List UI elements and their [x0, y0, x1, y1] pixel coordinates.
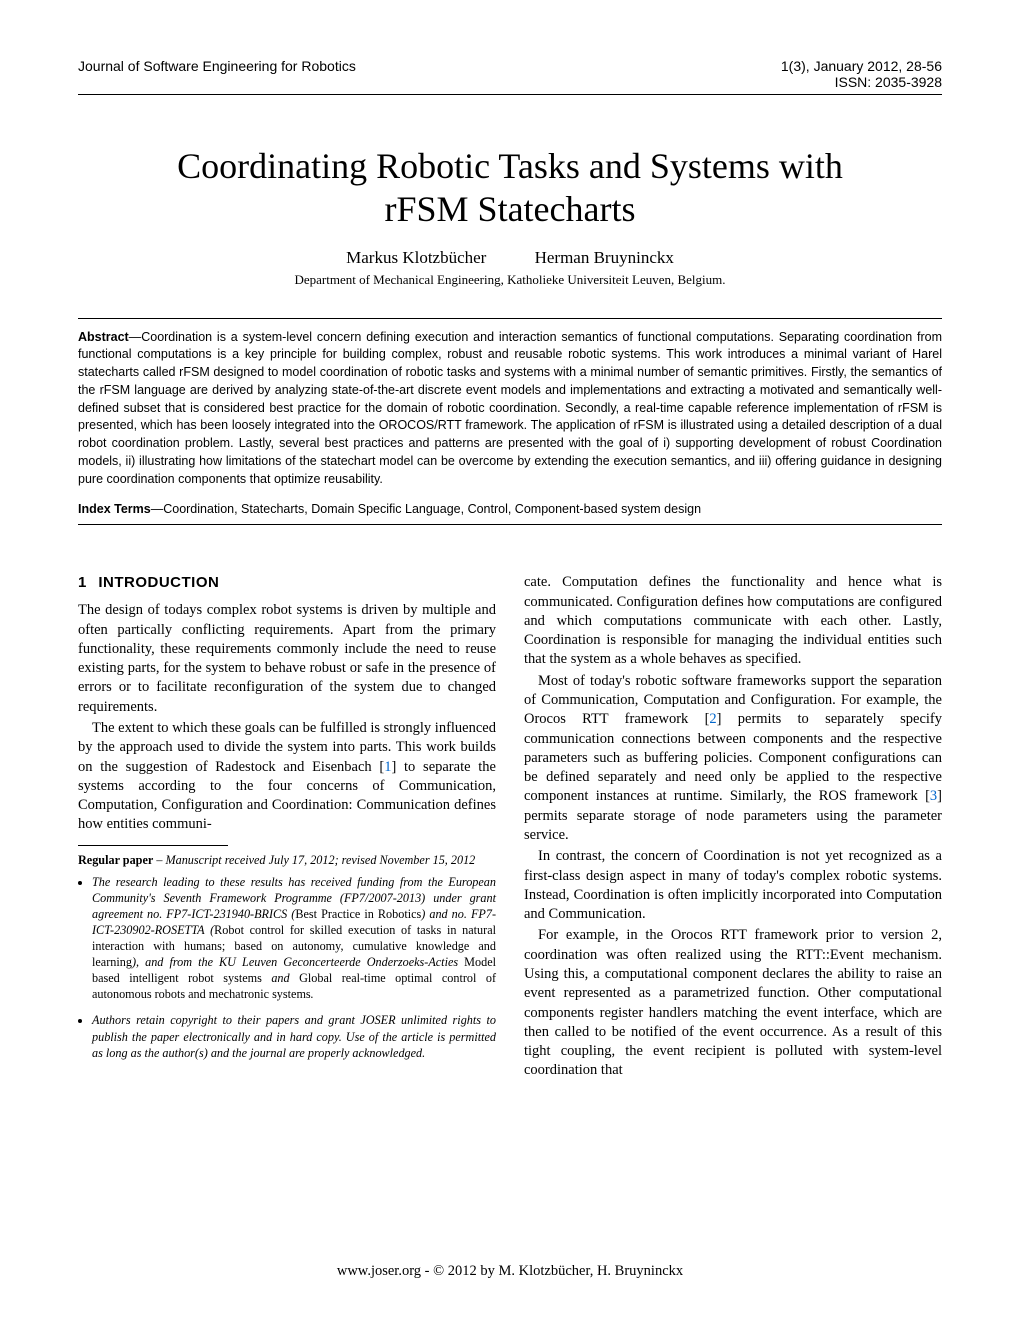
abstract-top-rule [78, 318, 942, 319]
index-terms-text: —Coordination, Statecharts, Domain Speci… [151, 502, 701, 516]
paper-title: Coordinating Robotic Tasks and Systems w… [78, 145, 942, 231]
section-1-heading: 1 INTRODUCTION [78, 573, 496, 593]
paragraph: In contrast, the concern of Coordination… [524, 847, 942, 924]
paragraph: The extent to which these goals can be f… [78, 719, 496, 835]
abstract: Abstract—Coordination is a system-level … [78, 329, 942, 489]
regular-paper-text: – Manuscript received July 17, 2012; rev… [153, 853, 475, 867]
footnote-copyright: Authors retain copyright to their papers… [92, 1012, 496, 1060]
page-footer: www.joser.org - © 2012 by M. Klotzbücher… [0, 1263, 1020, 1280]
abstract-text: —Coordination is a system-level concern … [78, 330, 942, 486]
author-2: Herman Bruyninckx [535, 248, 674, 267]
paragraph: cate. Computation defines the functional… [524, 573, 942, 669]
footnote-bullets: The research leading to these results ha… [78, 874, 496, 1061]
paragraph: Most of today's robotic software framewo… [524, 672, 942, 846]
section-number: 1 [78, 574, 86, 591]
issn: ISSN: 2035-3928 [781, 74, 942, 90]
footnote-regular-paper: Regular paper – Manuscript received July… [78, 852, 496, 868]
title-line-1: Coordinating Robotic Tasks and Systems w… [177, 146, 843, 186]
two-column-body: 1 INTRODUCTION The design of todays compl… [78, 573, 942, 1082]
footnote-rule [78, 845, 228, 846]
right-column: cate. Computation defines the functional… [524, 573, 942, 1082]
abstract-bottom-rule [78, 524, 942, 525]
paragraph: The design of todays complex robot syste… [78, 601, 496, 717]
abstract-label: Abstract [78, 330, 129, 344]
section-title: INTRODUCTION [98, 574, 219, 591]
title-line-2: rFSM Statecharts [385, 189, 636, 229]
affiliation: Department of Mechanical Engineering, Ka… [78, 272, 942, 288]
footnote-funding: The research leading to these results ha… [92, 874, 496, 1003]
paragraph: For example, in the Orocos RTT framework… [524, 926, 942, 1080]
paper-page: Journal of Software Engineering for Robo… [0, 0, 1020, 1320]
regular-paper-label: Regular paper [78, 853, 153, 867]
author-1: Markus Klotzbücher [346, 248, 486, 267]
index-terms-label: Index Terms [78, 502, 151, 516]
left-column: 1 INTRODUCTION The design of todays compl… [78, 573, 496, 1082]
issue-info: 1(3), January 2012, 28-56 [781, 58, 942, 74]
running-header: Journal of Software Engineering for Robo… [78, 58, 942, 90]
author-list: Markus Klotzbücher Herman Bruyninckx [78, 248, 942, 268]
index-terms: Index Terms—Coordination, Statecharts, D… [78, 502, 942, 516]
header-rule [78, 94, 942, 95]
header-right: 1(3), January 2012, 28-56 ISSN: 2035-392… [781, 58, 942, 90]
journal-name: Journal of Software Engineering for Robo… [78, 58, 356, 90]
citation-link[interactable]: 2 [709, 711, 716, 727]
